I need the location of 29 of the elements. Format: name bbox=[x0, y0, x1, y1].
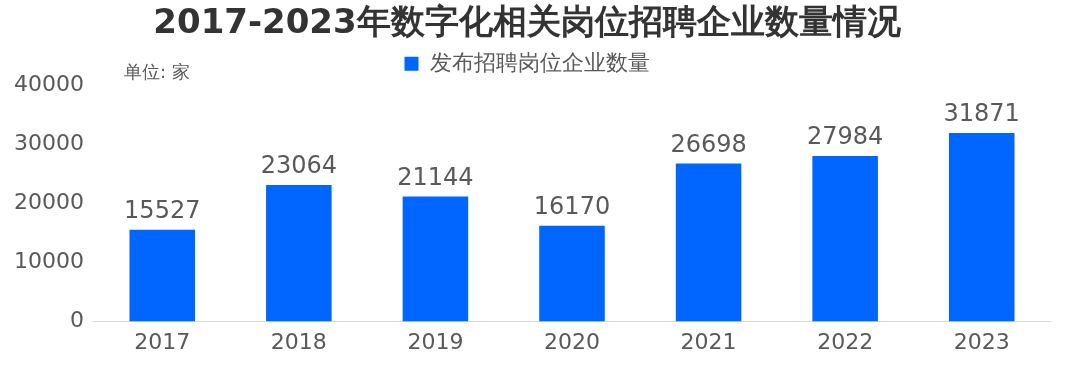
data-label: 23064 bbox=[260, 151, 338, 180]
x-tick-label: 2019 bbox=[407, 328, 464, 354]
x-tick-label: 2023 bbox=[953, 328, 1010, 354]
y-tick-label: 0 bbox=[69, 307, 84, 333]
chart-title: 2017-2023年数字化相关岗位招聘企业数量情况 bbox=[153, 1, 902, 42]
data-label: 15527 bbox=[124, 195, 201, 224]
x-tick-label: 2021 bbox=[680, 328, 737, 354]
x-tick-label: 2017 bbox=[134, 328, 191, 354]
data-label: 16170 bbox=[533, 192, 611, 221]
x-tick-label: 2018 bbox=[270, 328, 327, 354]
bar bbox=[675, 163, 742, 322]
data-label: 31871 bbox=[943, 99, 1020, 128]
bar bbox=[266, 185, 332, 322]
data-label: 21144 bbox=[397, 162, 474, 191]
bar bbox=[129, 229, 196, 322]
bar bbox=[402, 196, 469, 322]
bar bbox=[948, 132, 1015, 322]
y-tick-label: 40000 bbox=[13, 70, 84, 96]
text: 单位: 家 bbox=[124, 60, 190, 82]
x-tick-label: 2020 bbox=[543, 328, 600, 354]
bar bbox=[812, 155, 878, 322]
bar bbox=[539, 225, 605, 322]
y-tick-label: 10000 bbox=[13, 248, 84, 274]
data-label: 26698 bbox=[670, 129, 747, 158]
data-label: 27984 bbox=[806, 122, 884, 151]
y-tick-label: 30000 bbox=[13, 129, 84, 155]
y-tick-label: 20000 bbox=[13, 188, 84, 214]
legend-label: 发布招聘岗位企业数量 bbox=[429, 49, 650, 75]
x-tick-label: 2022 bbox=[817, 328, 874, 354]
